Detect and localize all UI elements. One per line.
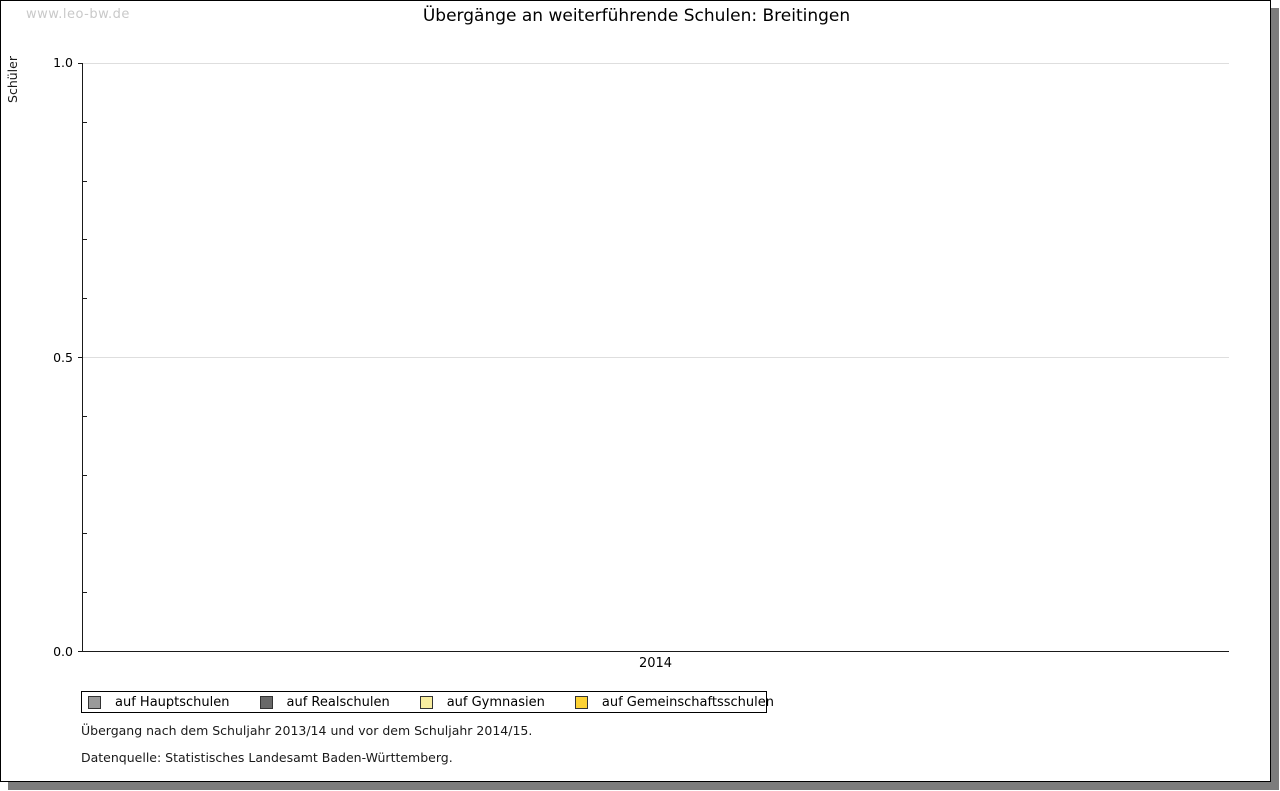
y-minor-tick — [83, 298, 87, 300]
legend-swatch-gymnasien — [419, 695, 433, 709]
legend-item-hauptschulen: auf Hauptschulen — [88, 695, 230, 710]
x-tick-label-2014: 2014 — [638, 656, 673, 671]
legend: auf Hauptschulen auf Realschulen auf Gym… — [81, 691, 774, 713]
y-minor-tick — [83, 121, 87, 123]
watermark: www.leo-bw.de — [26, 7, 130, 22]
legend-label: auf Realschulen — [286, 694, 390, 710]
y-minor-tick — [83, 180, 87, 182]
y-minor-tick — [83, 239, 87, 241]
gridline-1.0 — [83, 63, 1229, 64]
legend-label: auf Hauptschulen — [115, 694, 230, 710]
y-tick-label-0.5: 0.5 — [53, 349, 73, 365]
legend-label: auf Gemeinschaftsschulen — [601, 694, 774, 710]
y-minor-tick — [83, 474, 87, 476]
footnote-transition-years: Übergang nach dem Schuljahr 2013/14 und … — [81, 723, 533, 738]
plot-area — [78, 63, 1229, 652]
footnote-data-source: Datenquelle: Statistisches Landesamt Bad… — [81, 750, 453, 765]
gridline-0.5 — [83, 357, 1229, 358]
y-major-tick — [78, 357, 83, 358]
legend-item-gemeinschaftsschulen: auf Gemeinschaftsschulen — [574, 694, 774, 710]
y-major-tick — [78, 63, 83, 64]
y-minor-tick — [83, 592, 87, 594]
y-minor-tick — [83, 415, 87, 417]
legend-swatch-hauptschulen — [88, 695, 101, 709]
y-tick-label-0.0: 0.0 — [53, 644, 73, 659]
legend-swatch-gemeinschaftsschulen — [574, 695, 588, 709]
y-tick-label-1.0: 1.0 — [53, 55, 73, 70]
legend-swatch-realschulen — [259, 695, 273, 709]
chart-title: Übergänge an weiterführende Schulen: Bre… — [422, 6, 851, 26]
legend-label: auf Gymnasien — [446, 694, 545, 710]
y-axis-tick-labels: 1.0 0.5 0.0 — [1, 56, 76, 659]
legend-item-realschulen: auf Realschulen — [259, 694, 390, 710]
y-major-tick — [78, 651, 83, 652]
y-minor-tick — [83, 533, 87, 535]
legend-item-gymnasien: auf Gymnasien — [419, 694, 545, 710]
